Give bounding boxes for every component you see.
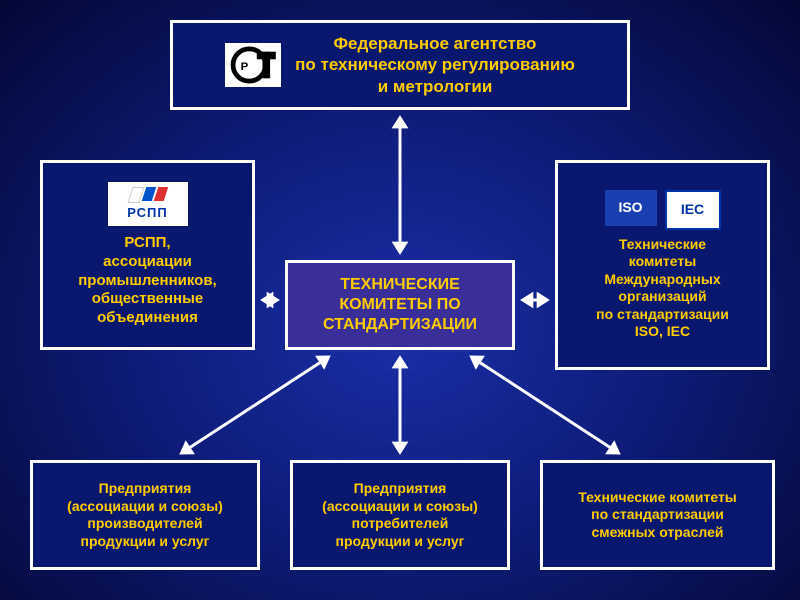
node-producers-label: Предприятия(ассоциации и союзы)производи…: [67, 480, 223, 550]
pct-logo: P: [225, 43, 281, 87]
node-related-committees-label: Технические комитетыпо стандартизациисме…: [578, 489, 737, 542]
node-rspp-label: РСПП,ассоциациипромышленников,общественн…: [78, 234, 216, 328]
iso-iec-logos: ISOIEC: [605, 190, 721, 230]
node-federal-agency: P Федеральное агентствопо техническому р…: [170, 20, 630, 110]
node-consumers: Предприятия(ассоциации и союзы)потребите…: [290, 460, 510, 570]
node-federal-agency-label: Федеральное агентствопо техническому рег…: [295, 33, 575, 97]
svg-text:P: P: [241, 61, 249, 73]
diagram-canvas: P Федеральное агентствопо техническому р…: [0, 0, 800, 600]
iec-logo: IEC: [665, 190, 721, 230]
rspp-logo: РСПП: [108, 182, 188, 226]
node-consumers-label: Предприятия(ассоциации и союзы)потребите…: [322, 480, 478, 550]
node-center-label: ТЕХНИЧЕСКИЕКОМИТЕТЫ ПОСТАНДАРТИЗАЦИИ: [323, 275, 477, 335]
node-iso-iec-label: ТехническиекомитетыМеждународныхорганиза…: [596, 236, 729, 341]
node-center-committees: ТЕХНИЧЕСКИЕКОМИТЕТЫ ПОСТАНДАРТИЗАЦИИ: [285, 260, 515, 350]
node-iso-iec: ISOIEC ТехническиекомитетыМеждународныхо…: [555, 160, 770, 370]
node-rspp: РСПП РСПП,ассоциациипромышленников,общес…: [40, 160, 255, 350]
node-producers: Предприятия(ассоциации и союзы)производи…: [30, 460, 260, 570]
node-related-committees: Технические комитетыпо стандартизациисме…: [540, 460, 775, 570]
iso-logo: ISO: [605, 190, 657, 226]
